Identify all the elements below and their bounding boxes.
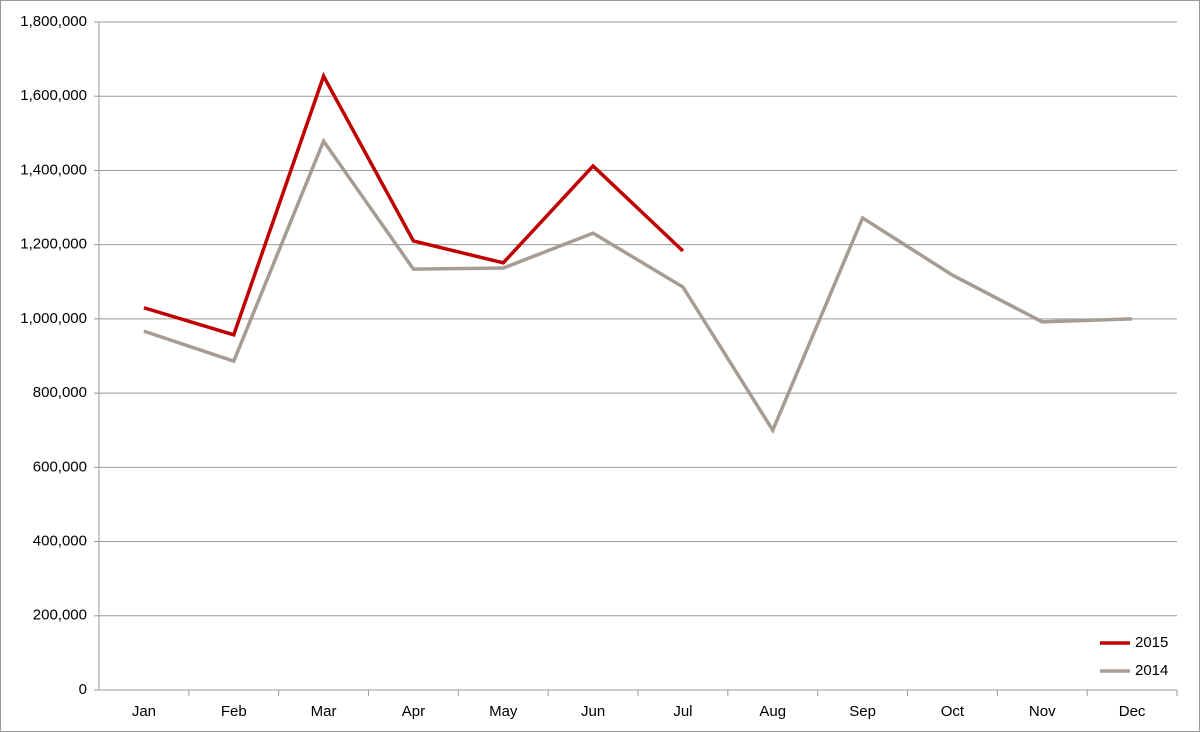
legend-label: 2014 [1135,662,1168,679]
y-tick-label: 800,000 [33,384,87,401]
x-tick-label: Feb [221,703,247,720]
y-tick-label: 400,000 [33,533,87,550]
y-tick-label: 1,800,000 [20,13,87,30]
x-tick-label: May [489,703,518,720]
x-tick-label: Sep [849,703,876,720]
x-tick-label: Mar [311,703,337,720]
x-tick-label: Apr [402,703,425,720]
y-tick-label: 0 [79,681,87,698]
x-tick-label: Jan [132,703,156,720]
x-tick-label: Dec [1119,703,1146,720]
y-tick-label: 1,400,000 [20,161,87,178]
x-tick-label: Jul [673,703,692,720]
x-tick-label: Aug [759,703,786,720]
legend-label: 2015 [1135,634,1168,651]
y-tick-label: 1,600,000 [20,87,87,104]
x-tick-label: Jun [581,703,605,720]
y-tick-label: 1,200,000 [20,236,87,253]
series-line [143,137,1133,434]
series-line [143,71,685,338]
y-tick-label: 200,000 [33,607,87,624]
y-tick-label: 600,000 [33,458,87,475]
y-tick-label: 1,000,000 [20,310,87,327]
x-tick-label: Oct [941,703,965,720]
x-tick-label: Nov [1029,703,1056,720]
